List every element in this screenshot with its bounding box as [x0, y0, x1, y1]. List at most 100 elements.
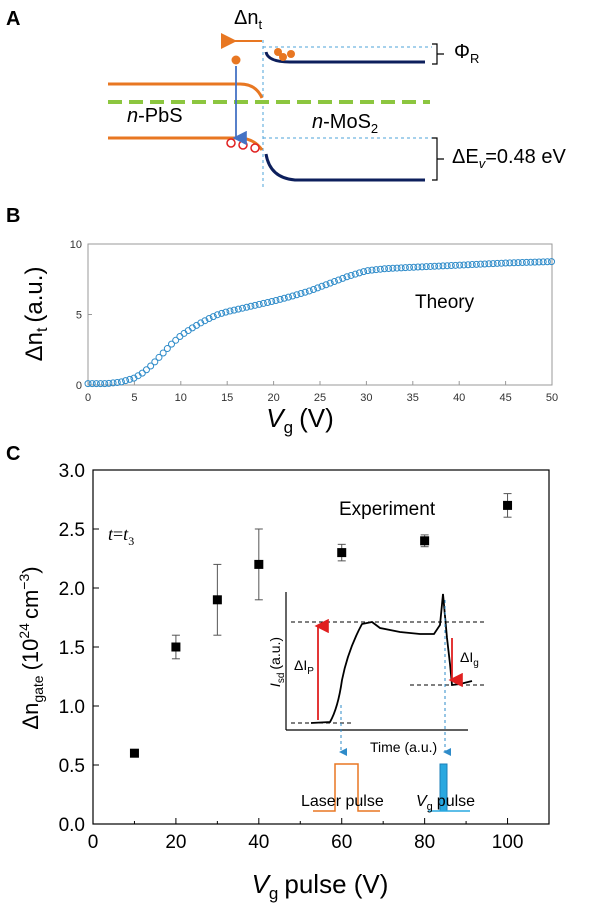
b-data-point	[335, 276, 343, 284]
laser-pulse-label: Laser pulse	[301, 793, 384, 810]
b-data-point	[151, 358, 159, 366]
b-data-point	[385, 264, 393, 272]
c-x-tick-label: 20	[165, 832, 186, 853]
b-data-point	[548, 258, 556, 266]
b-data-point	[343, 273, 351, 281]
b-data-point	[314, 284, 322, 292]
b-data-point	[368, 266, 376, 274]
inset-xlabel: Time (a.u.)	[370, 739, 437, 755]
hole-circle	[250, 143, 260, 153]
b-data-point	[247, 302, 255, 310]
ev-bracket	[432, 137, 444, 181]
b-data-point	[527, 258, 535, 266]
b-x-tick-label: 40	[453, 392, 465, 404]
b-data-point	[360, 268, 368, 276]
c-y-tick-label: 2.0	[59, 579, 85, 600]
panel-a-letter: A	[6, 8, 20, 30]
b-data-point	[268, 298, 276, 306]
b-data-point	[168, 340, 176, 348]
b-data-point	[88, 380, 96, 388]
b-x-tick-label: 5	[131, 392, 137, 404]
c-y-tick-label: 3.0	[59, 461, 85, 482]
b-data-point	[101, 380, 109, 388]
b-x-tick-label: 45	[499, 392, 511, 404]
b-data-point	[301, 288, 309, 296]
c-x-tick-label: 80	[414, 832, 435, 853]
delta-ev-label: ΔEv=0.48 eV	[452, 146, 566, 171]
b-x-tick-label: 20	[267, 392, 279, 404]
b-data-point	[393, 264, 401, 272]
inset-current-trace	[310, 593, 473, 724]
b-data-point	[406, 263, 414, 271]
b-data-point	[339, 274, 347, 282]
b-data-point	[414, 263, 422, 271]
b-data-point	[497, 259, 505, 267]
c-data-point	[337, 548, 347, 558]
b-data-point	[539, 258, 547, 266]
b-data-point	[502, 259, 510, 267]
b-data-point	[230, 306, 238, 314]
b-data-point	[239, 304, 247, 312]
b-data-point	[376, 265, 384, 273]
b-data-point	[489, 260, 497, 268]
b-data-point	[172, 336, 180, 344]
b-data-point	[506, 259, 514, 267]
b-data-point	[163, 345, 171, 353]
b-data-point	[426, 262, 434, 270]
b-data-point	[264, 298, 272, 306]
panel-b-xlabel: Vg (V)	[266, 403, 333, 437]
b-data-point	[176, 332, 184, 340]
b-data-point	[531, 258, 539, 266]
panel-c-condition: t=t3	[108, 524, 134, 548]
b-x-tick-label: 25	[314, 392, 326, 404]
b-data-point	[180, 329, 188, 337]
b-data-point	[201, 317, 209, 325]
b-data-point	[284, 293, 292, 301]
b-data-point	[251, 301, 259, 309]
b-data-point	[126, 375, 134, 383]
b-data-point	[322, 281, 330, 289]
b-data-point	[142, 366, 150, 374]
mos2-label: n-MoS2	[312, 111, 378, 136]
b-data-point	[535, 258, 543, 266]
c-data-point	[129, 748, 139, 758]
b-data-point	[522, 258, 530, 266]
b-data-point	[518, 259, 526, 267]
b-data-point	[297, 289, 305, 297]
b-data-point	[92, 380, 100, 388]
b-x-tick-label: 35	[407, 392, 419, 404]
b-data-point	[397, 264, 405, 272]
b-data-point	[447, 262, 455, 270]
b-x-tick-label: 15	[221, 392, 233, 404]
b-data-point	[109, 379, 117, 387]
c-y-tick-label: 1.0	[59, 697, 85, 718]
b-data-point	[84, 380, 92, 388]
b-data-point	[234, 305, 242, 313]
c-data-point	[420, 536, 430, 546]
panel-c-ticks: 0 20 40 60 80 100 0.0 0.5 1.0 1.5 2.0 2.5 3.0	[59, 461, 524, 853]
b-data-point	[97, 380, 105, 388]
b-data-point	[410, 263, 418, 271]
b-y-tick-label: 5	[76, 310, 82, 322]
panel-b-points	[84, 258, 556, 388]
panel-c-annotation: Experiment	[339, 499, 436, 520]
b-data-point	[468, 261, 476, 269]
b-data-point	[347, 271, 355, 279]
b-data-point	[138, 369, 146, 377]
b-data-point	[460, 261, 468, 269]
inset-dip-label: ΔIP	[294, 657, 314, 677]
b-data-point	[355, 269, 363, 277]
c-data-point	[503, 500, 513, 510]
b-data-point	[159, 349, 167, 357]
inset-dig-label: ΔIg	[460, 649, 479, 669]
c-data-point	[212, 595, 222, 605]
b-data-point	[272, 296, 280, 304]
c-x-tick-label: 40	[248, 832, 269, 853]
b-x-tick-label: 30	[360, 392, 372, 404]
electron-dot	[231, 55, 241, 65]
b-data-point	[477, 260, 485, 268]
b-data-point	[485, 260, 493, 268]
b-data-point	[439, 262, 447, 270]
b-data-point	[209, 313, 217, 321]
